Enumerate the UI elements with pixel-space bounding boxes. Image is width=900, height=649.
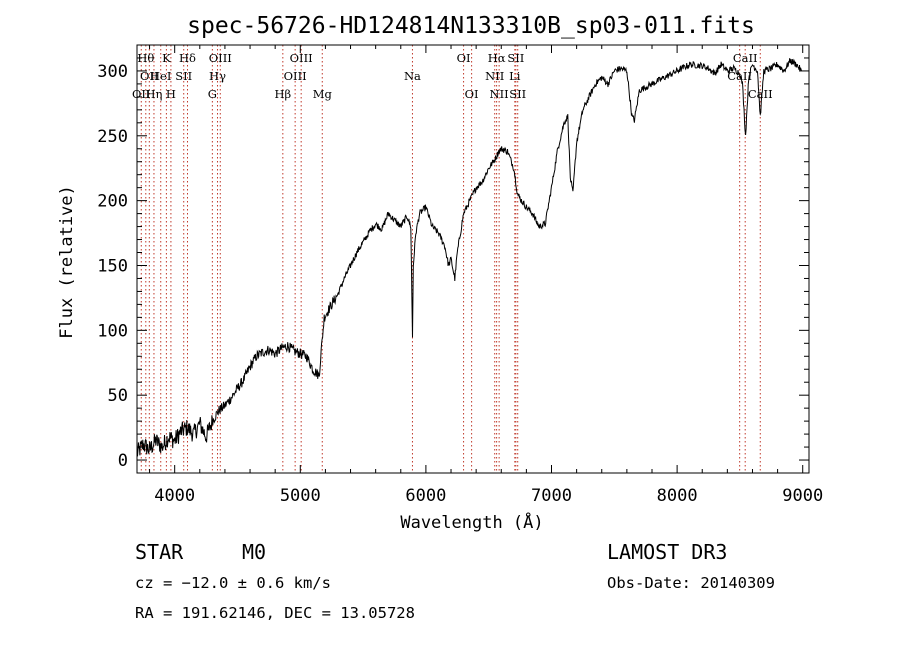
line-label-2: OII [140,69,159,83]
line-label-15: Mg [313,87,333,101]
x-axis-ticks: 4000 5000 6000 7000 8000 9000 [149,45,823,506]
line-label-6: H [166,87,176,101]
x-tick-label-5: 9000 [782,486,823,506]
chart-title: spec-56726-HD124814N133310B_sp03-011.fit… [187,13,755,39]
spectral-line-labels: OIIHθOIIHηHeIKHSIIHδGHγOIIIHβOIIIOIIIMgN… [132,51,773,101]
y-axis-ticks: 0 50 100 150 200 250 300 [97,57,809,471]
line-label-12: Hβ [274,87,291,101]
object-class: STAR [135,540,184,564]
line-label-3: Hη [145,87,162,101]
line-label-26: CaII [733,51,758,65]
line-label-23: SII [507,51,524,65]
sky-coordinates: RA = 191.62146, DEC = 13.05728 [135,604,415,622]
line-label-9: G [208,87,217,101]
line-label-7: SII [175,69,192,83]
x-tick-label-2: 6000 [405,486,446,506]
x-tick-label-1: 5000 [280,486,321,506]
object-subclass: M0 [242,540,267,564]
y-tick-label-3: 150 [97,256,128,276]
y-tick-label-4: 200 [97,192,128,212]
spectral-line-markers [140,45,761,473]
observation-date: Obs-Date: 20140309 [607,574,775,592]
line-label-11: OIII [209,51,232,65]
x-tick-label-4: 8000 [657,486,698,506]
y-axis-label: Flux (relative) [57,185,77,339]
y-tick-label-6: 300 [97,62,128,82]
line-label-21: NII [490,87,509,101]
line-label-16: Na [404,69,421,83]
line-label-10: Hγ [209,69,226,83]
line-label-4: HeI [150,69,171,83]
x-axis-label: Wavelength (Å) [400,511,543,533]
line-label-20: Hα [488,51,506,65]
survey-name: LAMOST DR3 [607,540,728,564]
line-label-1: Hθ [137,51,154,65]
line-label-18: OI [465,87,479,101]
line-label-24: SII [509,87,526,101]
y-tick-label-5: 250 [97,127,128,147]
line-label-22: Li [509,69,521,83]
line-label-8: Hδ [179,51,196,65]
line-label-14: OIII [290,51,313,65]
line-label-13: OIII [284,69,307,83]
x-tick-label-3: 7000 [531,486,572,506]
line-label-5: K [162,51,171,65]
redshift-velocity: cz = −12.0 ± 0.6 km/s [135,574,331,592]
y-tick-label-1: 50 [108,386,128,406]
y-tick-label-2: 100 [97,321,128,341]
plot-frame [136,44,810,474]
x-tick-label-0: 4000 [154,486,195,506]
line-label-27: CaII [748,87,773,101]
line-label-17: OI [457,51,471,65]
flux-series-line [136,58,802,457]
line-label-19: NII [485,69,504,83]
y-tick-label-0: 0 [118,451,128,471]
